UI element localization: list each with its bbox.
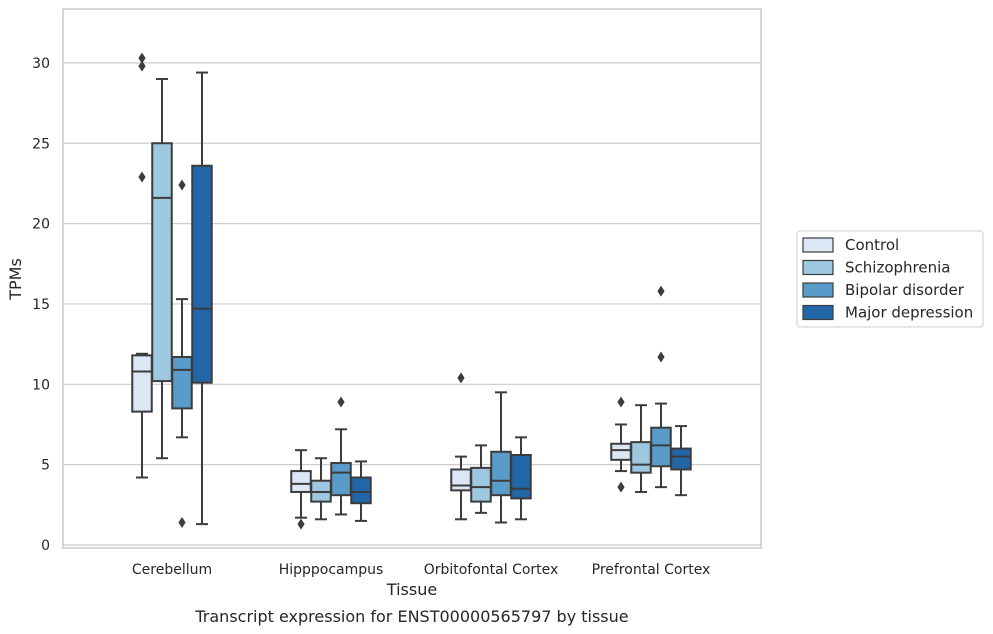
chart-caption: Transcript expression for ENST0000056579… bbox=[194, 607, 628, 626]
x-axis-label: Tissue bbox=[386, 580, 437, 599]
plot-frame bbox=[62, 8, 762, 549]
legend-swatch bbox=[802, 237, 834, 253]
box-control bbox=[131, 52, 153, 479]
box-iqr bbox=[470, 466, 492, 503]
y-tick-label: 10 bbox=[32, 377, 50, 393]
y-tick-label: 15 bbox=[32, 297, 50, 313]
box-major-depression bbox=[670, 425, 692, 497]
box-schizophrenia bbox=[470, 444, 492, 514]
legend-label: Schizophrenia bbox=[845, 259, 950, 277]
legend-entries: Control Schizophrenia Bipolar disorder Majo… bbox=[802, 236, 973, 322]
box-bipolar-disorder bbox=[490, 391, 512, 524]
legend-frame bbox=[796, 230, 984, 328]
box-iqr bbox=[290, 470, 312, 493]
x-tick-label: Cerebellum bbox=[132, 562, 212, 578]
legend-label: Bipolar disorder bbox=[845, 281, 965, 299]
legend-swatch bbox=[802, 304, 834, 321]
box-iqr bbox=[131, 354, 153, 413]
box-iqr bbox=[490, 450, 512, 497]
outlier-point bbox=[457, 372, 465, 384]
box-iqr bbox=[610, 442, 632, 461]
x-tick-label: Hipppocampus bbox=[279, 562, 384, 578]
box-major-depression bbox=[191, 71, 213, 526]
outlier-point bbox=[337, 396, 345, 408]
box-iqr bbox=[630, 441, 652, 474]
outlier-point bbox=[657, 285, 665, 297]
outlier-point bbox=[657, 351, 665, 363]
box-control bbox=[610, 396, 632, 493]
box-iqr bbox=[151, 142, 173, 383]
x-tick-label: Prefrontal Cortex bbox=[592, 562, 711, 578]
y-tick-label: 0 bbox=[41, 538, 50, 554]
y-tick-label: 20 bbox=[32, 217, 50, 233]
legend-label: Major depression bbox=[845, 304, 973, 322]
box-iqr bbox=[171, 355, 193, 410]
y-tick-labels: 0 5 10 15 20 25 30 bbox=[32, 56, 50, 554]
box-iqr bbox=[191, 164, 213, 384]
outlier-point bbox=[297, 518, 305, 530]
y-axis-label: TPMs bbox=[6, 258, 25, 301]
outlier-point bbox=[617, 396, 625, 408]
box-iqr bbox=[650, 426, 672, 468]
box-iqr bbox=[330, 462, 352, 497]
outlier-point bbox=[617, 481, 625, 493]
box-iqr bbox=[510, 454, 532, 500]
box-schizophrenia bbox=[310, 457, 332, 521]
x-tick-labels: Cerebellum Hipppocampus Orbitofontal Corte… bbox=[132, 562, 710, 578]
outlier-point bbox=[138, 52, 146, 64]
outlier-point bbox=[138, 60, 146, 72]
y-tick-label: 30 bbox=[32, 56, 50, 72]
box-major-depression bbox=[350, 460, 372, 522]
legend-swatch bbox=[802, 259, 834, 276]
box-bipolar-disorder bbox=[650, 285, 672, 489]
x-tick-label: Orbitofontal Cortex bbox=[424, 562, 559, 578]
box-major-depression bbox=[510, 436, 532, 521]
legend: Control Schizophrenia Bipolar disorder Majo… bbox=[796, 230, 984, 328]
box-layer bbox=[131, 52, 692, 530]
y-tick-label: 25 bbox=[32, 136, 50, 152]
box-iqr bbox=[450, 468, 472, 492]
box-iqr bbox=[350, 476, 372, 505]
legend-swatch bbox=[802, 282, 834, 298]
box-schizophrenia bbox=[151, 77, 173, 460]
box-iqr bbox=[670, 447, 692, 471]
legend-label: Control bbox=[845, 236, 899, 254]
box-control bbox=[290, 449, 312, 530]
outlier-point bbox=[138, 171, 146, 183]
y-tick-label: 5 bbox=[41, 458, 50, 474]
outlier-point bbox=[178, 517, 186, 529]
outlier-point bbox=[178, 179, 186, 191]
